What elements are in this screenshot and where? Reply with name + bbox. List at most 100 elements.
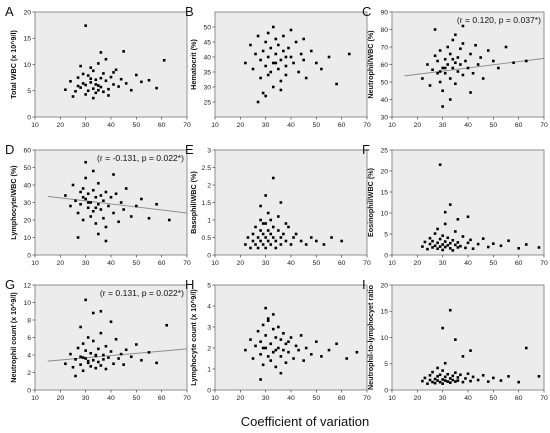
x-tick-label: 70	[540, 260, 548, 267]
stat-annotation-d: (r = -0.131, p = 0.022*)	[97, 153, 184, 163]
data-point	[340, 239, 343, 243]
data-point	[266, 73, 270, 77]
y-tick-label: 1	[207, 366, 211, 373]
x-tick-label: 30	[439, 260, 447, 267]
data-point	[297, 348, 300, 352]
data-point	[94, 206, 98, 210]
panel-label-d: D	[5, 142, 14, 157]
plot-area-f	[391, 149, 545, 256]
data-point	[524, 346, 528, 350]
x-tick-label: 60	[158, 122, 166, 129]
data-point	[244, 61, 247, 65]
data-point	[114, 192, 118, 196]
data-point	[86, 361, 90, 365]
x-tick-label: 30	[82, 260, 90, 267]
data-point	[79, 363, 82, 366]
data-point	[94, 83, 98, 86]
data-point	[155, 86, 158, 90]
data-point	[421, 245, 424, 248]
data-point	[469, 238, 472, 242]
data-point	[330, 236, 333, 239]
data-point	[431, 370, 434, 374]
data-point	[464, 59, 467, 63]
data-point	[97, 181, 100, 185]
x-tick-label: 30	[82, 395, 90, 402]
x-tick-label: 20	[237, 395, 245, 402]
data-point	[117, 220, 120, 224]
data-point	[81, 195, 85, 199]
data-point	[277, 67, 280, 71]
data-point	[287, 350, 290, 354]
data-point	[91, 209, 95, 213]
x-tick-label: 50	[313, 260, 321, 267]
data-point	[315, 340, 318, 343]
data-point	[441, 369, 444, 372]
data-point	[466, 215, 470, 219]
data-point	[524, 59, 528, 63]
data-point	[264, 222, 267, 225]
y-axis-label-h: Lymphocyte count (x 10^9/l)	[189, 289, 198, 386]
data-point	[266, 355, 270, 358]
x-tick-label: 20	[237, 260, 245, 267]
y-tick-label: 25	[380, 147, 388, 154]
data-point	[428, 84, 432, 87]
y-tick-label: 5	[384, 361, 388, 368]
data-point	[251, 239, 255, 243]
y-tick-label: 45	[203, 39, 211, 46]
data-point	[431, 68, 434, 72]
x-tick-label: 70	[363, 260, 371, 267]
data-point	[259, 204, 262, 208]
x-tick-label: 10	[211, 395, 219, 402]
data-point	[266, 55, 270, 59]
data-point	[254, 344, 257, 348]
plot-area-c	[391, 11, 545, 118]
data-point	[94, 91, 98, 95]
data-point	[91, 188, 95, 192]
y-tick-label: 10	[23, 235, 31, 242]
data-point	[517, 246, 520, 250]
data-point	[112, 71, 115, 74]
data-point	[99, 331, 103, 335]
x-tick-label: 50	[490, 122, 498, 129]
data-point	[109, 195, 113, 199]
x-tick-label: 20	[57, 395, 65, 402]
data-point	[249, 246, 252, 250]
data-point	[436, 366, 439, 370]
data-point	[259, 76, 262, 80]
data-point	[249, 43, 252, 47]
data-point	[117, 85, 120, 88]
x-tick-label: 60	[338, 395, 346, 402]
data-point	[89, 81, 93, 84]
data-point	[261, 222, 265, 225]
data-point	[102, 90, 105, 94]
data-point	[461, 235, 465, 238]
data-point	[81, 187, 85, 190]
common-x-axis-label: Coefficient of variation	[241, 414, 369, 429]
data-point	[436, 227, 439, 231]
data-point	[259, 378, 262, 381]
data-point	[436, 379, 439, 382]
x-tick-label: 20	[57, 122, 65, 129]
y-tick-label: 0	[384, 252, 388, 259]
data-point	[94, 353, 98, 357]
data-point	[76, 211, 80, 215]
data-point	[443, 210, 447, 214]
data-point	[277, 215, 280, 218]
data-point	[481, 237, 485, 240]
data-point	[279, 338, 283, 341]
data-point	[97, 202, 100, 206]
data-point	[86, 74, 90, 77]
data-point	[433, 381, 437, 385]
data-point	[456, 70, 460, 73]
data-point	[259, 353, 262, 356]
data-point	[99, 85, 103, 89]
data-point	[259, 229, 262, 232]
y-tick-label: 20	[380, 168, 388, 175]
x-tick-label: 50	[133, 122, 141, 129]
data-point	[81, 369, 85, 373]
data-point	[79, 64, 82, 68]
data-point	[441, 89, 444, 93]
data-point	[271, 85, 275, 89]
data-point	[441, 378, 444, 381]
